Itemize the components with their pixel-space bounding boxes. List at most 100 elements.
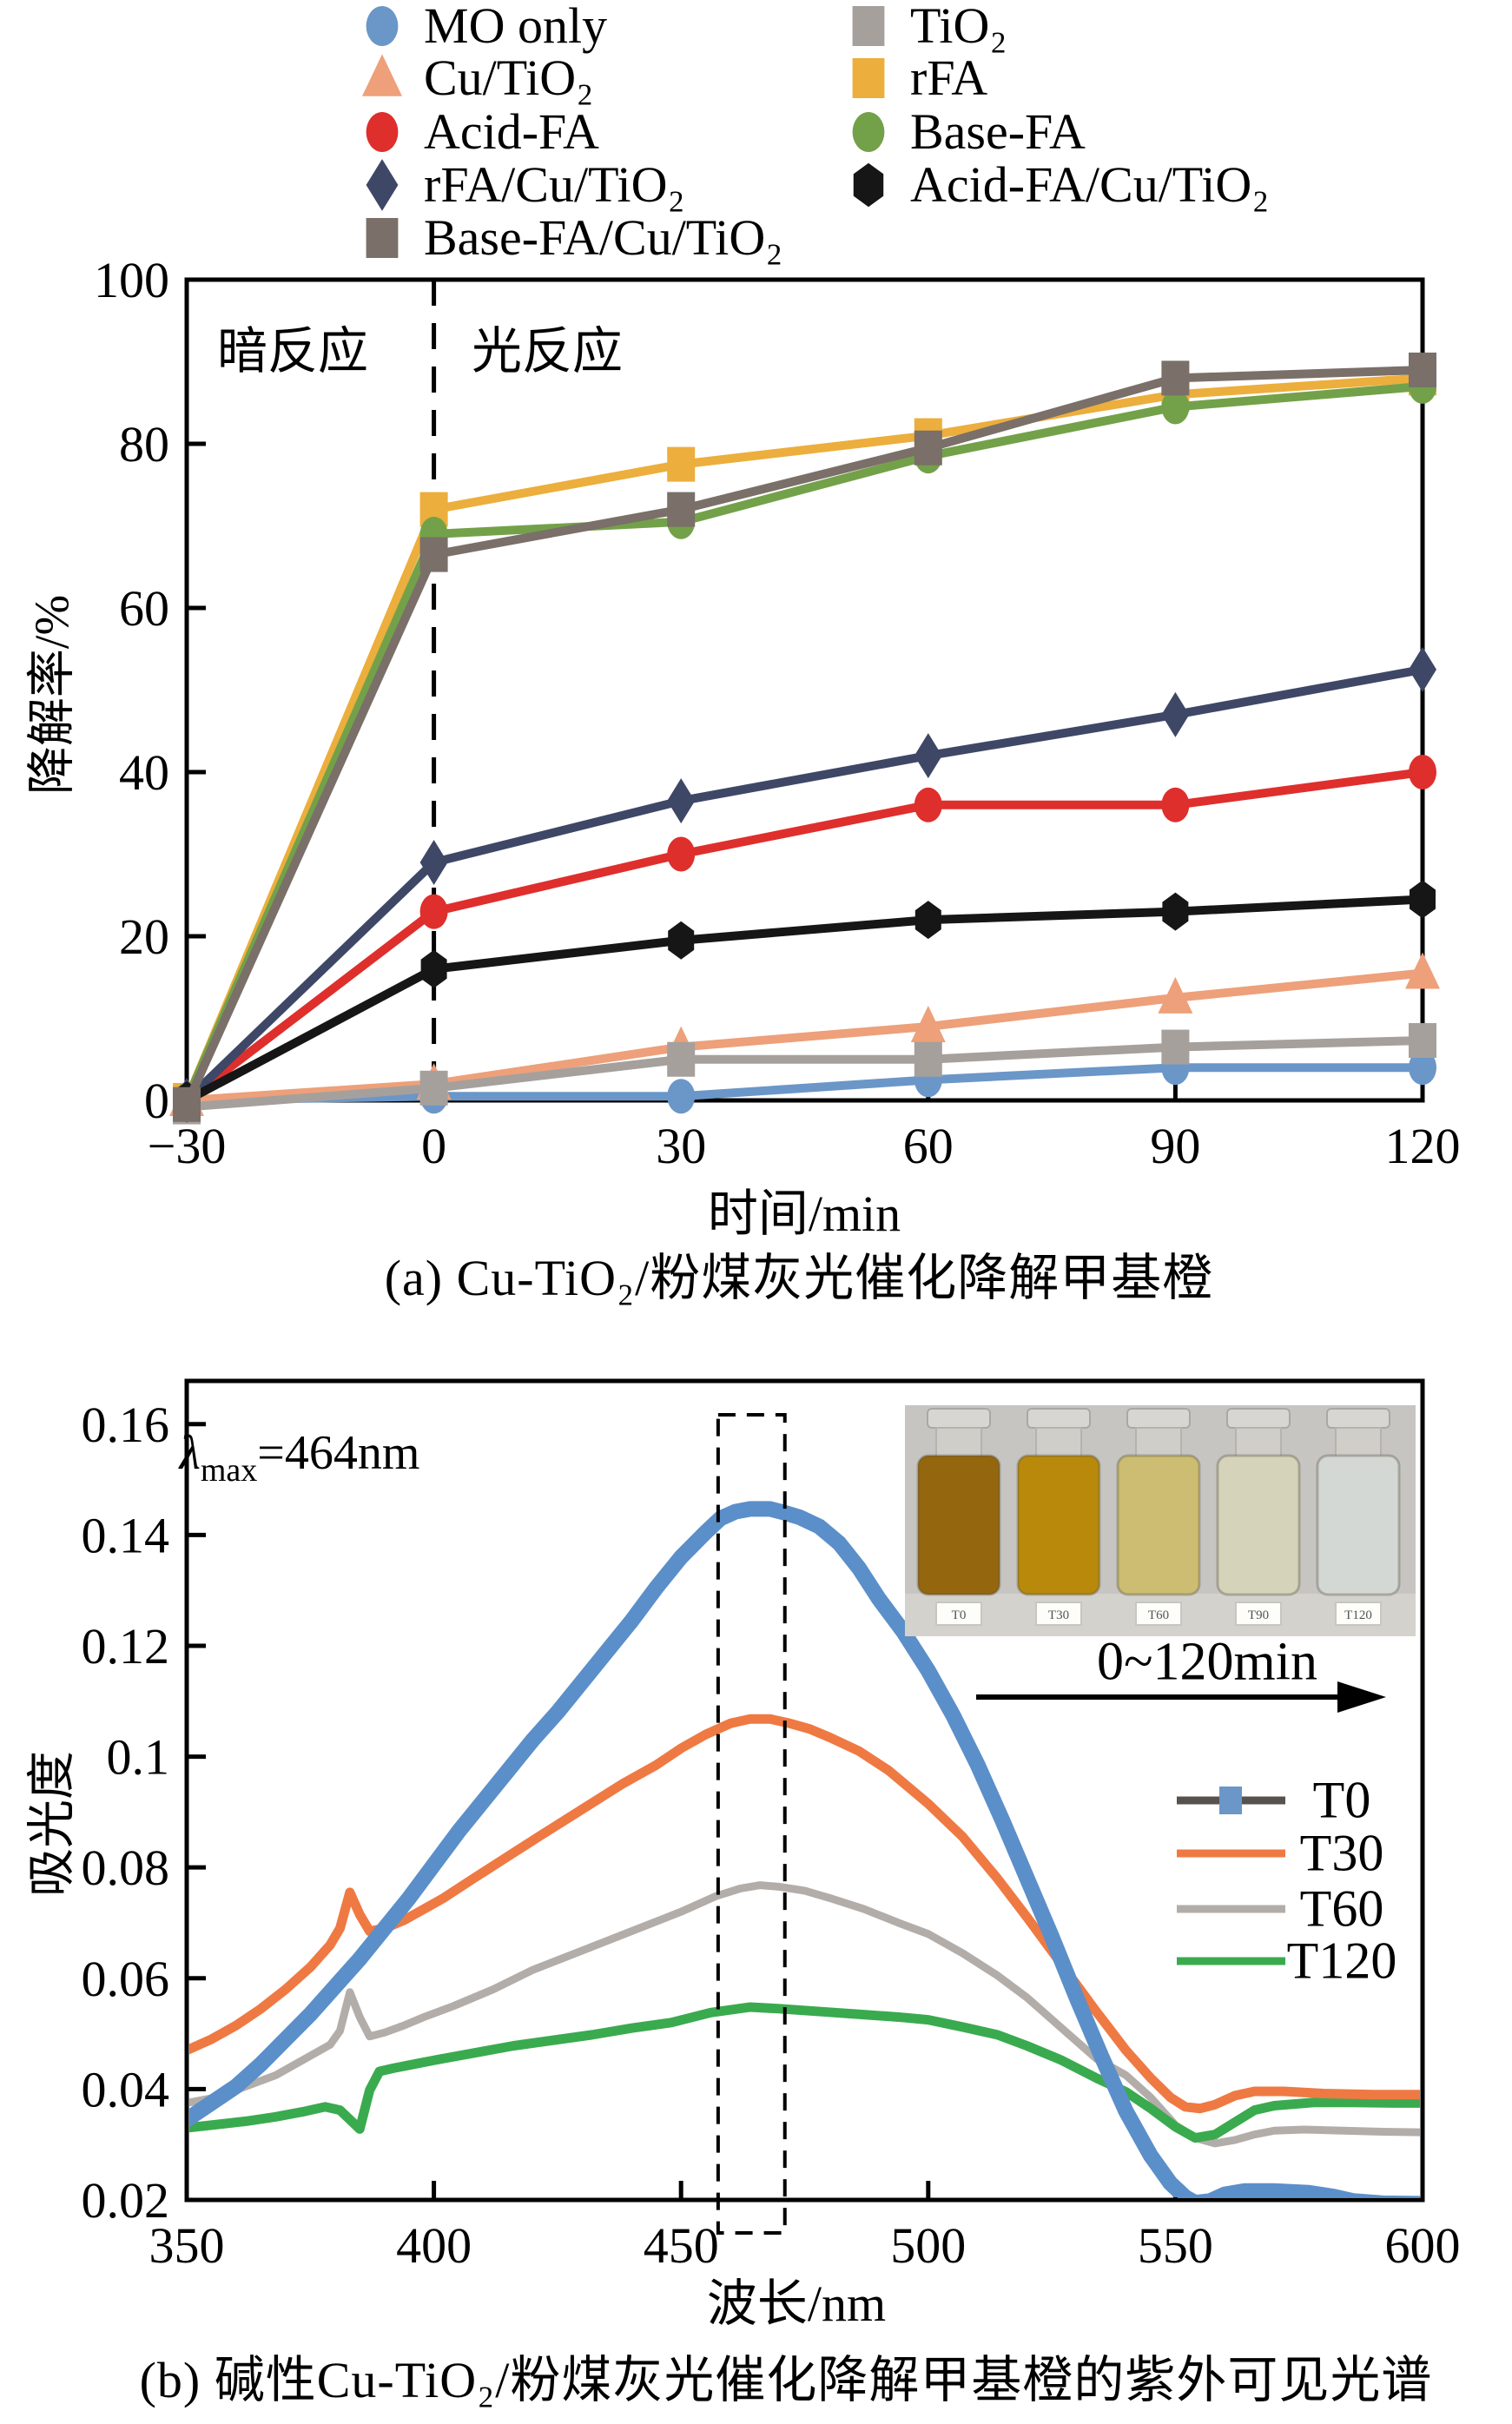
series-marker-triangle (362, 54, 402, 96)
series-marker-circle (1409, 755, 1436, 789)
series-marker-square (1409, 1023, 1436, 1059)
x-tick-label: 30 (656, 1118, 706, 1174)
lambda-max-highlight-box (716, 1413, 787, 2235)
square-legend-marker (366, 218, 399, 258)
y-tick-label: 0.12 (82, 1618, 170, 1674)
vial-cap (1126, 1408, 1191, 1429)
spectrum-T120 (189, 2002, 1420, 2143)
square-legend-marker (852, 6, 885, 46)
vial-neck (1335, 1427, 1382, 1458)
square-legend-marker (852, 58, 885, 98)
y-tick-label: 20 (119, 908, 169, 965)
legend-a-item-Acid-FA/Cu/TiO₂: Acid-FA/Cu/TiO₂ (841, 157, 1269, 213)
series-marker-hexagon (914, 901, 941, 940)
legend-a-label: TiO₂ (910, 0, 1007, 54)
y-tick-label: 0 (144, 1073, 169, 1129)
series-marker-circle (366, 6, 399, 46)
legend-a-item-MO only: MO only (354, 0, 607, 54)
chart-b-y-axis-title: 吸光度 (25, 1751, 80, 1897)
vial-tag-label: T0 (952, 1608, 967, 1622)
hexagon-legend-marker (853, 162, 884, 208)
legend-b-label-T60: T60 (1299, 1879, 1384, 1938)
vial-cap (1027, 1408, 1091, 1429)
vial-body (1016, 1454, 1101, 1596)
y-tick-label: 0.1 (107, 1729, 170, 1786)
vial-tag-label: T120 (1344, 1608, 1372, 1622)
lambda-max-annotation: λmax=464nm (179, 1426, 420, 1489)
y-tick-label: 60 (119, 580, 169, 637)
chart-a-x-axis-title: 时间/min (707, 1186, 901, 1242)
vial-neck (935, 1427, 982, 1458)
vial-cap (927, 1408, 991, 1429)
x-tick-label: 450 (644, 2217, 719, 2274)
circle-legend-marker (366, 6, 399, 46)
light-reaction-label: 光反应 (471, 323, 624, 380)
legend-b-label-T120: T120 (1286, 1932, 1397, 1990)
legend-a-label: Base-FA (910, 103, 1086, 160)
series-marker-hexagon (420, 949, 447, 988)
series-marker-diamond (1409, 646, 1436, 692)
y-tick-label: 0.14 (82, 1507, 170, 1563)
y-tick-label: 0.06 (82, 1951, 170, 2007)
vial-tag-label: T30 (1048, 1608, 1069, 1622)
legend-b-label-T0: T0 (1312, 1771, 1371, 1829)
vial-body (916, 1454, 1001, 1596)
legend-a-item-Cu/TiO₂: Cu/TiO₂ (354, 50, 593, 106)
vial-body (1316, 1454, 1401, 1596)
legend-a-label: MO only (424, 0, 608, 54)
y-tick-label: 0.08 (82, 1839, 170, 1896)
legend-a-label: Cu/TiO₂ (424, 50, 594, 106)
chart-b-x-axis-title: 波长/nm (706, 2275, 887, 2332)
series-marker-square (914, 1041, 942, 1077)
series-marker-triangle (910, 1005, 946, 1042)
series-marker-circle (1409, 1050, 1436, 1086)
spectrum-T0 (189, 1501, 1420, 2197)
series-line (186, 1036, 1423, 1112)
series-marker-diamond (667, 778, 696, 824)
y-tick-label: 0.02 (82, 2172, 170, 2229)
chart-b-caption: (b) 碱性Cu-TiO₂/粉煤灰光催化降解甲基橙的紫外可见光谱 (139, 2352, 1433, 2408)
vial-cap (1226, 1408, 1291, 1429)
x-tick-label: 600 (1385, 2217, 1461, 2274)
series-marker-square (366, 218, 399, 258)
legend-a-label: Base-FA/Cu/TiO₂ (424, 209, 783, 266)
series-marker-circle (667, 1079, 696, 1114)
legend-square-marker (1219, 1787, 1242, 1814)
spectrum-T30 (189, 1714, 1420, 2114)
circle-legend-marker (366, 112, 399, 152)
dark-reaction-label: 暗反应 (216, 323, 369, 380)
legend-a-item-Base-FA: Base-FA (841, 104, 1086, 160)
vial-tag (1035, 1602, 1082, 1626)
series-line (182, 365, 1423, 1106)
series-line (186, 1063, 1423, 1105)
series-marker-diamond (419, 839, 448, 885)
vial-neck (1235, 1427, 1282, 1458)
series-marker-square (667, 492, 696, 527)
series-marker-circle (419, 894, 448, 929)
series-line (184, 895, 1423, 1105)
vial-tag (1235, 1602, 1282, 1626)
series-marker-hexagon (1162, 892, 1189, 931)
vial-body (1116, 1454, 1201, 1596)
series-marker-hexagon (853, 162, 884, 208)
series-marker-square (1161, 1029, 1190, 1065)
time-arrow-head (1337, 1681, 1386, 1713)
chart-a-caption: (a) Cu-TiO₂/粉煤灰光催化降解甲基橙 (384, 1250, 1214, 1306)
series-marker-square (419, 537, 448, 572)
series-marker-square (852, 58, 885, 98)
vial-photo-inset: T0 T30 T60 T90 T120 (905, 1405, 1416, 1636)
series-marker-square (173, 1087, 201, 1122)
series-marker-hexagon (1410, 880, 1436, 919)
series-marker-circle (366, 112, 399, 152)
legend-a-label: rFA/Cu/TiO₂ (424, 156, 685, 213)
legend-a-label: rFA (910, 50, 988, 106)
vial-tag-label: T60 (1148, 1608, 1169, 1622)
legend-a-item-Acid-FA: Acid-FA (354, 104, 599, 160)
diamond-legend-marker (366, 159, 399, 211)
x-tick-label: 0 (421, 1118, 446, 1174)
vial-tag (935, 1602, 982, 1626)
y-tick-label: 80 (119, 416, 169, 472)
chart-a-y-axis-title: 降解率/% (25, 594, 80, 796)
series-marker-triangle (1405, 952, 1440, 989)
